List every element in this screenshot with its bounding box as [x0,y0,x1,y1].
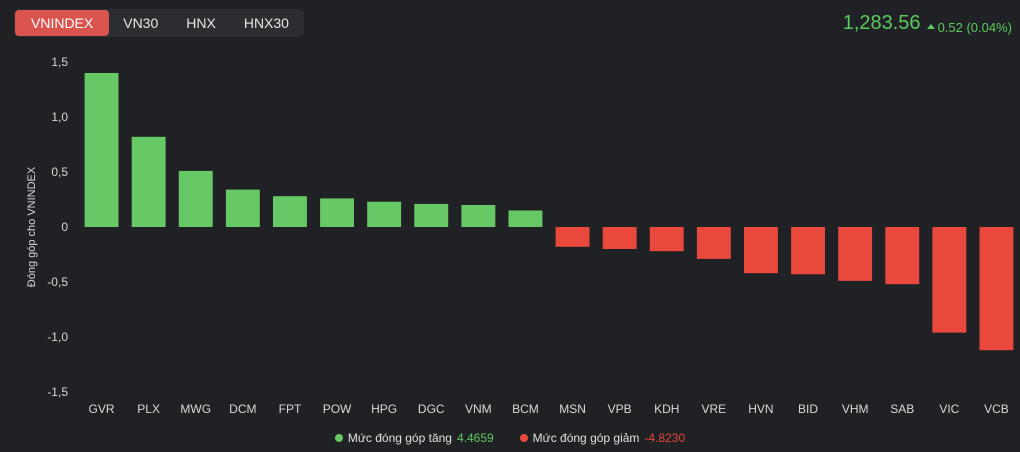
bar-hvn [743,227,778,274]
bar-sab [885,227,920,285]
bar-vcb [979,227,1014,351]
y-tick-label: -1,0 [47,330,68,344]
tab-hnx30[interactable]: HNX30 [243,15,289,31]
legend-negative-label: Mức đóng góp giảm [532,431,640,445]
x-tick-label: VHM [842,402,869,416]
bar-dcm [225,189,260,227]
x-tick-label: VPB [608,402,632,416]
bar-hpg [367,201,402,227]
index-price-box: 1,283.56 0.52 (0.04%) [843,12,1012,35]
bar-gvr [84,73,119,227]
x-tick-label: GVR [89,402,115,416]
bar-dgc [414,203,449,227]
legend-negative-value: -4.8230 [644,431,686,445]
tab-vnindex[interactable]: VNINDEX [15,10,110,36]
legend-negative-dot [519,434,528,442]
x-tick-label: DGC [418,402,445,416]
y-tick-label: 0 [61,220,68,234]
bar-vpb [602,227,637,249]
x-tick-label: POW [323,402,352,416]
legend-positive[interactable]: Mức đóng góp tăng 4.4659 [334,431,494,445]
bar-msn [555,227,590,247]
x-tick-label: KDH [654,402,679,416]
index-change: 0.52 (0.04%) [926,20,1012,35]
tab-vn30[interactable]: VN30 [123,15,159,31]
y-tick-label: -0,5 [47,275,68,289]
y-tick-label: -1,5 [47,385,68,399]
bar-fpt [272,196,307,227]
x-tick-label: SAB [890,402,914,416]
y-axis-title: Đóng góp cho VNINDEX [26,166,38,287]
bar-vic [932,227,967,333]
x-tick-label: BCM [512,402,539,416]
index-price: 1,283.56 [842,12,921,34]
x-tick-label: DCM [229,402,256,416]
legend-positive-value: 4.4659 [456,431,494,445]
x-tick-label: VCB [984,402,1009,416]
bar-plx [131,136,166,227]
y-tick-label: 0,5 [51,165,68,179]
x-tick-label: HPG [371,402,397,416]
x-tick-label: VRE [702,402,727,416]
bar-pow [320,198,355,227]
bar-bid [791,227,826,275]
bar-vhm [838,227,873,281]
x-tick-label: HVN [748,402,773,416]
index-tabs: VNINDEX VN30 HNX HNX30 [14,9,304,37]
x-tick-label: VIC [939,402,959,416]
y-tick-label: 1,0 [51,110,68,124]
chart-legend: Mức đóng góp tăng 4.4659 Mức đóng góp gi… [0,431,1020,445]
triangle-up-icon [926,24,935,29]
x-tick-label: MSN [559,402,586,416]
tab-hnx[interactable]: HNX [186,15,216,31]
y-tick-label: 1,5 [51,55,68,69]
legend-negative[interactable]: Mức đóng góp giảm -4.8230 [519,431,686,445]
x-tick-label: VNM [465,402,492,416]
x-tick-label: PLX [137,402,160,416]
x-tick-label: BID [798,402,818,416]
x-tick-label: MWG [180,402,211,416]
bar-vnm [461,205,496,227]
bar-vre [696,227,731,259]
bar-bcm [508,210,543,227]
x-tick-label: FPT [279,402,302,416]
legend-positive-dot [334,434,343,442]
bar-mwg [178,170,213,227]
bar-kdh [649,227,684,252]
index-change-value: 0.52 (0.04%) [937,20,1012,35]
legend-positive-label: Mức đóng góp tăng [347,431,452,445]
